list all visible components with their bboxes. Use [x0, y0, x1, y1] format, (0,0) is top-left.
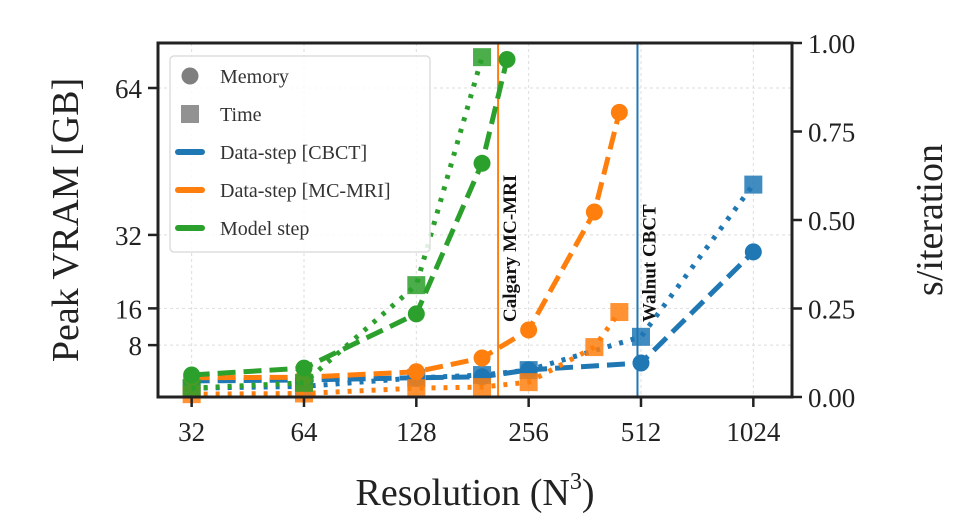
x-tick-label: 128	[396, 417, 437, 447]
data-point-circle	[498, 51, 516, 69]
y-tick-label-left: 16	[115, 294, 142, 324]
x-tick-label: 256	[508, 417, 549, 447]
x-tick-label: 512	[621, 417, 662, 447]
data-point-square	[519, 373, 538, 392]
data-point-circle	[473, 154, 491, 172]
data-point-square	[473, 48, 492, 67]
data-point-circle	[520, 321, 538, 339]
legend-box	[169, 55, 431, 253]
data-point-square	[585, 338, 604, 357]
y-tick-label-left: 32	[115, 221, 142, 251]
data-point-square	[182, 379, 201, 398]
data-point-circle	[473, 349, 491, 367]
legend-label: Model step	[220, 218, 309, 240]
y-tick-label-left: 64	[115, 74, 143, 104]
x-tick-label: 32	[178, 417, 205, 447]
legend-label: Memory	[220, 66, 289, 88]
x-tick-label: 1024	[726, 417, 781, 447]
series-layer	[182, 48, 763, 404]
data-point-square	[407, 379, 426, 398]
y-axis-left-label: Peak VRAM [GB]	[45, 78, 87, 362]
y-tick-label-left: 8	[129, 331, 143, 361]
legend: Memory Time Data-step [CBCT] Data-step [MC-…	[169, 55, 431, 253]
series-line	[191, 250, 756, 384]
legend-label: Time	[220, 104, 262, 126]
data-point-circle	[407, 363, 425, 381]
y-tick-label-right: 0.00	[808, 383, 855, 413]
reference-line-label: Calgary MC-MRI	[500, 175, 521, 322]
y-tick-label-right: 1.00	[808, 29, 855, 59]
legend-label: Data-step [CBCT]	[220, 142, 367, 164]
y-axis-left: 8 16 32 64	[115, 74, 158, 361]
data-point-circle	[632, 354, 650, 372]
data-point-circle	[610, 103, 628, 121]
legend-marker-square	[181, 105, 199, 123]
reference-line-label: Walnut CBCT	[639, 204, 660, 322]
data-point-circle	[585, 203, 603, 221]
data-point-square	[294, 373, 313, 392]
data-point-square	[610, 303, 629, 322]
x-axis: 32 64 128 256 512 1024	[178, 397, 781, 447]
x-axis-label: Resolution (N3)	[356, 469, 595, 514]
data-point-square	[744, 175, 763, 194]
data-point-square	[631, 327, 650, 346]
data-point-circle	[744, 243, 762, 261]
data-point-square	[407, 276, 426, 295]
y-axis-right-label: s/iteration	[909, 144, 951, 296]
series-memory	[183, 243, 762, 390]
y-tick-label-right: 0.25	[808, 295, 855, 325]
y-tick-label-right: 0.75	[808, 118, 855, 148]
data-point-circle	[295, 359, 313, 377]
legend-marker-circle	[181, 67, 199, 85]
legend-label: Data-step [MC-MRI]	[220, 180, 391, 202]
x-tick-label: 64	[290, 417, 318, 447]
series-time	[182, 48, 492, 398]
y-axis-right: 0.00 0.25 0.50 0.75 1.00	[792, 29, 855, 413]
y-tick-label-right: 0.50	[808, 206, 855, 236]
data-point-circle	[407, 305, 425, 323]
data-point-square	[473, 378, 492, 397]
